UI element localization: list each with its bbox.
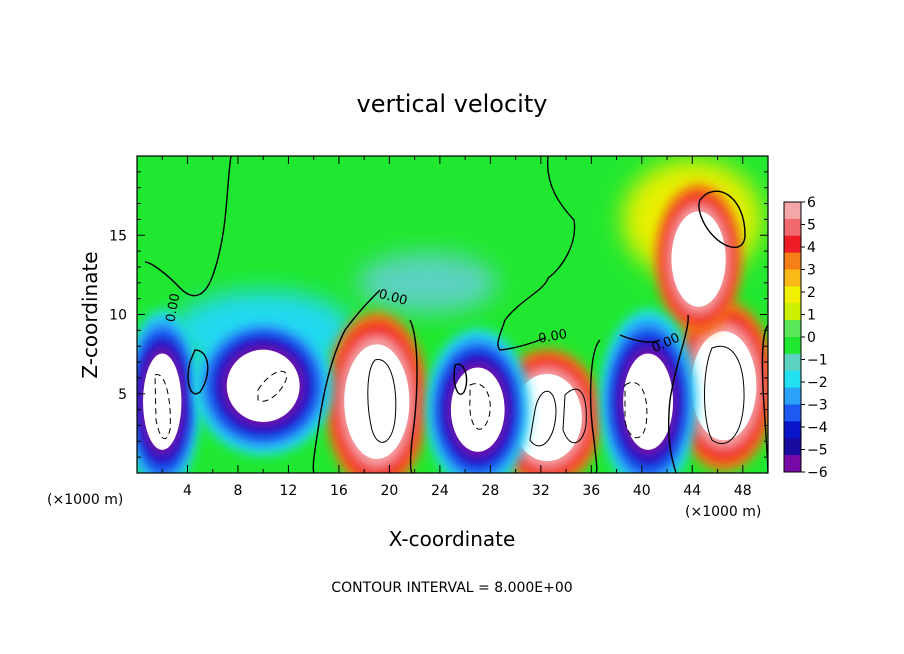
y-axis-label: Z-coordinate — [78, 251, 102, 378]
colorbar-swatch — [784, 455, 801, 473]
contour-zero-line — [187, 349, 209, 395]
downdraft-core — [143, 353, 182, 450]
x-tick-label: 40 — [633, 483, 651, 499]
y-tick-label: 10 — [109, 308, 127, 324]
contour-label: 0.00 — [537, 327, 568, 347]
x-tick-label: 32 — [532, 483, 550, 499]
downdraft-core — [226, 349, 300, 422]
contour-zero-line — [667, 314, 689, 473]
x-tick-label: 16 — [330, 483, 348, 499]
field-blob — [357, 252, 498, 313]
colorbar-label: 4 — [807, 240, 816, 256]
contour-positive-line — [562, 388, 587, 443]
x-tick-label: 24 — [431, 483, 449, 499]
contour-negative-line — [469, 383, 491, 430]
x-unit-right: (×1000 m) — [685, 504, 761, 520]
contour-zero-line — [453, 363, 468, 395]
colorbar-swatch — [784, 252, 801, 270]
colorbar: 6 5 4 3 2 1 0 −1 −2 −3 −4 −5 −6 — [783, 195, 828, 481]
contour-negative-line — [154, 374, 171, 440]
x-tick-label: 48 — [734, 483, 752, 499]
contour-negative-line — [624, 382, 648, 438]
updraft-core — [691, 331, 757, 441]
colorbar-swatch — [784, 218, 801, 237]
velocity-field — [137, 159, 768, 473]
x-tick-label: 4 — [183, 483, 192, 499]
contour-zero-line — [589, 339, 601, 473]
contour-positive-line — [529, 390, 557, 447]
downdraft-core — [623, 353, 674, 450]
updraft-core — [344, 344, 410, 459]
contour-zero-line — [144, 156, 232, 297]
x-tick-label: 36 — [582, 483, 600, 499]
y-axis: 5 10 15 — [109, 171, 768, 458]
x-axis: 4 8 12 16 20 24 28 32 36 40 44 48 — [161, 156, 752, 499]
contour-zero-line — [409, 319, 418, 473]
colorbar-label: −3 — [807, 398, 828, 414]
contour-positive-line — [704, 345, 745, 445]
colorbar-label: 6 — [807, 195, 816, 211]
contour-label: 0.00 — [164, 292, 184, 323]
x-tick-label: 44 — [683, 483, 701, 499]
updraft-core — [671, 211, 726, 307]
x-unit-left: (×1000 m) — [47, 492, 123, 508]
contour-interval-note: CONTOUR INTERVAL = 8.000E+00 — [331, 580, 572, 596]
contour-positive-line — [367, 359, 397, 443]
x-tick-label: 12 — [280, 483, 298, 499]
x-axis-label: X-coordinate — [389, 527, 516, 551]
colorbar-swatch — [784, 269, 801, 287]
colorbar-swatch — [784, 370, 801, 389]
colorbar-label: −5 — [807, 443, 828, 459]
colorbar-swatch — [784, 235, 801, 254]
plot-area: 0.00 0.00 0.00 0.00 4 8 12 16 20 24 28 32 36 40 44… — [109, 155, 769, 499]
colorbar-label: 1 — [807, 308, 816, 324]
contour-zero-line — [497, 156, 576, 351]
x-tick-label: 28 — [481, 483, 499, 499]
colorbar-label: 2 — [807, 285, 816, 301]
x-tick-label: 8 — [233, 483, 242, 499]
colorbar-swatch — [784, 421, 801, 439]
colorbar-swatch — [784, 286, 801, 304]
x-tick-label: 20 — [380, 483, 398, 499]
contour-zero-line — [312, 289, 381, 473]
colorbar-label: −2 — [807, 375, 828, 391]
colorbar-label: 5 — [807, 218, 816, 234]
contour-negative-line — [257, 370, 287, 402]
colorbar-swatch — [784, 353, 801, 372]
colorbar-label: −1 — [807, 353, 828, 369]
contour-zero-line — [619, 334, 661, 343]
contour-label: 0.00 — [377, 287, 409, 309]
colorbar-swatch — [784, 387, 801, 405]
y-tick-label: 15 — [109, 228, 127, 244]
y-tick-label: 5 — [118, 387, 127, 403]
colorbar-swatch — [784, 320, 801, 338]
colorbar-label: 0 — [807, 330, 816, 346]
colorbar-label: −6 — [807, 465, 828, 481]
colorbar-swatch — [784, 303, 801, 321]
chart-title: vertical velocity — [357, 90, 548, 118]
colorbar-label: 3 — [807, 263, 816, 279]
colorbar-swatch — [784, 337, 801, 355]
colorbar-label: −4 — [807, 420, 828, 436]
downdraft-core — [450, 367, 505, 452]
colorbar-swatch — [784, 404, 801, 422]
colorbar-swatch — [784, 438, 801, 456]
contour-zero-line — [698, 190, 746, 248]
colorbar-swatch — [784, 202, 801, 220]
